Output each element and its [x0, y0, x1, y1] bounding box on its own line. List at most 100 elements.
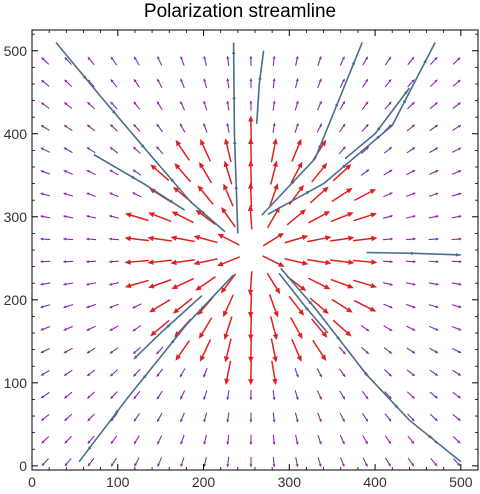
- streamline-arrow: [234, 184, 239, 193]
- streamline-arrow: [351, 60, 356, 68]
- y-tick-label: 200: [4, 292, 28, 308]
- streamline-arrow: [393, 403, 399, 409]
- field-arrow: [317, 412, 322, 423]
- streamline-arrow: [114, 408, 120, 415]
- streamline-arrow: [426, 433, 433, 439]
- field-arrow: [272, 77, 276, 89]
- field-arrow: [170, 259, 195, 266]
- field-arrow: [384, 101, 392, 110]
- field-arrow: [405, 260, 417, 264]
- field-arrow: [452, 348, 462, 354]
- x-tick-label: 100: [106, 474, 130, 490]
- field-arrow: [86, 169, 96, 176]
- field-arrow: [132, 325, 142, 332]
- streamline: [55, 41, 226, 233]
- field-arrow: [223, 160, 233, 185]
- streamline-arrow: [303, 190, 311, 195]
- streamline-arrow: [139, 142, 145, 149]
- field-arrow: [109, 124, 118, 132]
- field-arrow: [339, 390, 346, 400]
- field-arrow: [452, 79, 461, 87]
- field-arrow: [132, 146, 141, 154]
- field-arrow: [221, 207, 236, 228]
- field-arrow: [330, 212, 354, 223]
- field-arrow: [63, 170, 73, 175]
- field-arrow: [329, 235, 355, 242]
- field-arrow: [224, 360, 232, 385]
- x-tick-label: 300: [278, 474, 302, 490]
- field-arrow: [429, 147, 439, 153]
- field-arrow: [203, 55, 207, 66]
- field-arrow: [339, 55, 345, 66]
- field-arrow: [430, 458, 438, 467]
- field-arrow: [361, 123, 369, 132]
- field-arrow: [262, 255, 285, 267]
- field-arrow: [284, 234, 309, 244]
- field-arrow: [452, 414, 461, 422]
- field-arrow: [85, 282, 97, 286]
- field-arrow: [124, 279, 149, 289]
- field-arrow: [288, 295, 305, 316]
- streamline-arrow: [403, 90, 408, 97]
- field-arrow: [40, 102, 50, 109]
- field-arrow: [85, 260, 97, 264]
- field-arrow: [452, 57, 461, 65]
- field-arrow: [171, 211, 194, 224]
- field-arrow: [270, 316, 278, 341]
- streamline-arrow: [307, 299, 313, 306]
- field-arrow: [331, 299, 353, 313]
- field-arrow: [86, 391, 95, 399]
- field-arrow: [407, 413, 415, 422]
- field-arrow: [317, 100, 322, 111]
- field-arrow: [86, 147, 96, 154]
- field-arrow: [452, 370, 462, 376]
- field-arrow: [362, 435, 368, 445]
- streamline-arrow: [87, 444, 93, 451]
- field-arrow: [199, 161, 212, 184]
- field-arrow: [249, 389, 253, 401]
- streamline-arrow: [303, 305, 310, 312]
- field-arrow: [40, 370, 50, 376]
- field-arrow: [329, 259, 355, 265]
- field-arrow: [39, 215, 51, 219]
- field-arrow: [272, 100, 276, 111]
- field-arrow: [317, 390, 322, 401]
- field-arrow: [86, 347, 96, 354]
- field-arrow: [429, 124, 439, 131]
- field-arrow: [179, 368, 186, 378]
- field-arrow: [428, 282, 440, 286]
- field-arrow: [317, 55, 322, 66]
- field-arrow: [175, 139, 190, 161]
- chart-title: Polarization streamline: [143, 1, 337, 22]
- field-arrow: [217, 233, 240, 246]
- field-arrow: [180, 390, 185, 401]
- field-arrow: [109, 347, 119, 354]
- field-arrow: [87, 56, 95, 65]
- field-arrow: [406, 347, 416, 354]
- field-arrow: [226, 434, 230, 446]
- field-arrow: [41, 79, 50, 87]
- field-arrow: [407, 391, 415, 399]
- vector-field: [39, 55, 463, 468]
- field-arrow: [39, 237, 51, 241]
- field-arrow: [40, 147, 50, 153]
- field-arrow: [133, 413, 140, 422]
- field-arrow: [108, 215, 119, 219]
- streamline-arrow: [407, 251, 415, 256]
- field-arrow: [133, 368, 141, 377]
- streamline-arrow: [317, 143, 322, 151]
- field-arrow: [110, 391, 118, 400]
- field-arrow: [133, 78, 140, 88]
- field-arrow: [384, 391, 392, 400]
- field-arrow: [405, 237, 417, 241]
- field-arrow: [362, 56, 368, 66]
- field-arrow: [180, 100, 185, 111]
- field-arrow: [451, 282, 463, 286]
- field-arrow: [316, 368, 323, 378]
- field-arrow: [384, 78, 392, 88]
- y-tick-label: 300: [4, 209, 28, 225]
- field-arrow: [428, 215, 440, 219]
- field-arrow: [180, 78, 185, 89]
- field-arrow: [294, 412, 299, 423]
- field-arrow: [226, 100, 230, 111]
